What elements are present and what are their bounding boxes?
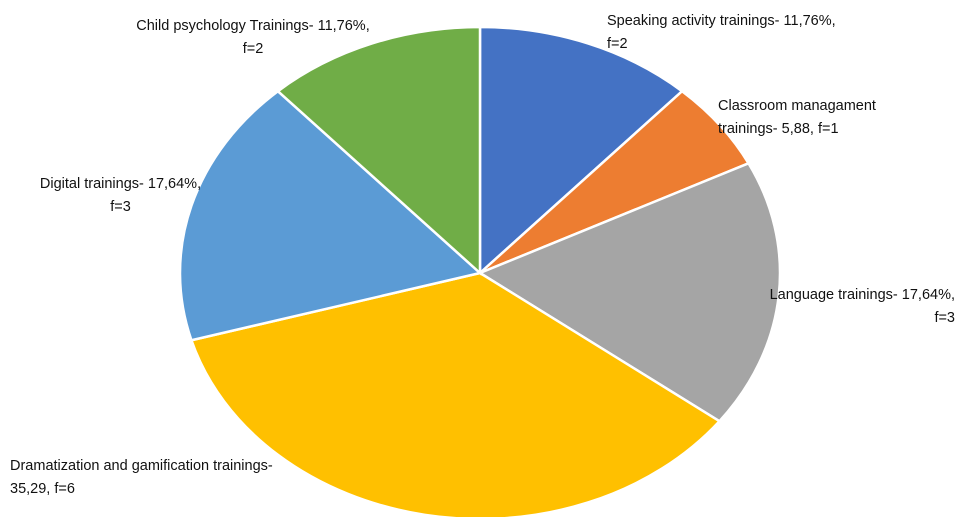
category-label: Speaking activity trainings- [607,13,780,29]
category-label: Child psychology Trainings- [136,18,314,34]
value-label: 5,88, f=1 [781,121,839,137]
value-label: 11,76%, f=2 [242,18,370,57]
slice-label: Child psychology Trainings- 11,76%, f=2 [128,15,378,61]
pie-slice [275,25,482,276]
value-label: 17,64%, f=3 [110,176,202,215]
slice-label: Language trainings- 17,64%, f=3 [760,284,955,330]
pie-slice [477,161,782,423]
slice-label: Digital trainings- 17,64%, f=3 [38,173,203,219]
slice-label: Dramatization and gamification trainings… [10,455,310,501]
slice-label: Speaking activity trainings- 11,76%, f=2 [607,10,857,56]
pie-slice [178,89,483,342]
pie-slice [189,271,722,517]
value-label: 11,76%, f=2 [607,13,836,52]
value-label: 35,29, f=6 [10,481,75,497]
slice-label: Classroom managament trainings- 5,88, f=… [718,95,933,141]
value-label: 17,64%, f=3 [901,287,955,326]
category-label: Classroom managament trainings- [718,98,876,137]
category-label: Digital trainings- [39,176,144,192]
pie-slice [478,25,685,276]
category-label: Language trainings- [769,287,898,303]
category-label: Dramatization and gamification trainings… [10,458,273,474]
